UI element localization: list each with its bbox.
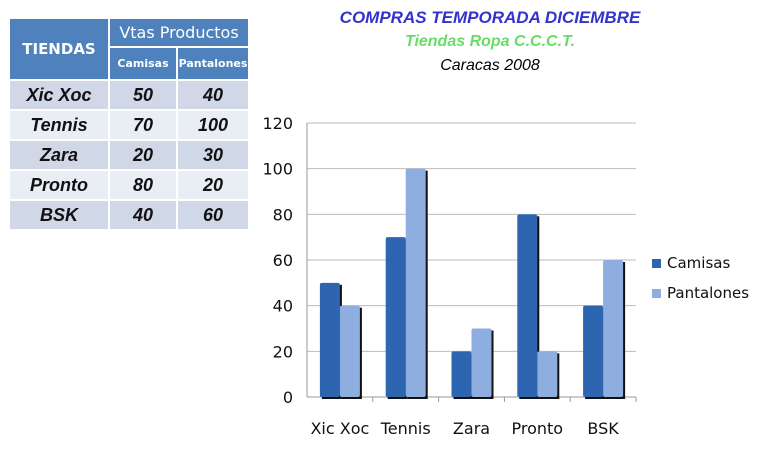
table-row: Xic Xoc 50 40 bbox=[10, 81, 248, 109]
header-tiendas: TIENDAS bbox=[10, 19, 108, 79]
pantalones-cell: 60 bbox=[178, 201, 248, 229]
legend-item-pantalones: Pantalones bbox=[652, 284, 749, 302]
legend-label: Pantalones bbox=[667, 284, 750, 302]
bar-camisas bbox=[451, 351, 472, 397]
table-row: BSK 40 60 bbox=[10, 201, 248, 229]
y-tick-label: 80 bbox=[273, 205, 293, 224]
bar-camisas bbox=[583, 305, 604, 397]
chart-title: COMPRAS TEMPORADA DICIEMBRE bbox=[339, 8, 641, 27]
chart-subtitle-2: Caracas 2008 bbox=[440, 57, 540, 74]
store-cell: Pronto bbox=[10, 171, 108, 199]
legend-swatch bbox=[652, 259, 661, 268]
camisas-cell: 50 bbox=[110, 81, 176, 109]
y-tick-label: 20 bbox=[273, 342, 293, 361]
pantalones-cell: 20 bbox=[178, 171, 248, 199]
store-cell: BSK bbox=[10, 201, 108, 229]
x-tick-label: Tennis bbox=[380, 419, 431, 438]
camisas-cell: 70 bbox=[110, 111, 176, 139]
y-tick-label: 40 bbox=[273, 297, 293, 316]
store-cell: Tennis bbox=[10, 111, 108, 139]
pantalones-cell: 30 bbox=[178, 141, 248, 169]
table-row: Zara 20 30 bbox=[10, 141, 248, 169]
table-row: Tennis 70 100 bbox=[10, 111, 248, 139]
header-camisas: Camisas bbox=[110, 48, 176, 79]
legend-item-camisas: Camisas bbox=[652, 254, 730, 272]
chart-subtitle: Tiendas Ropa C.C.C.T. bbox=[404, 33, 576, 50]
sales-table: TIENDAS Vtas Productos Camisas Pantalone… bbox=[8, 17, 250, 231]
camisas-cell: 40 bbox=[110, 201, 176, 229]
store-cell: Xic Xoc bbox=[10, 81, 108, 109]
legend-label: Camisas bbox=[667, 254, 731, 272]
camisas-cell: 20 bbox=[110, 141, 176, 169]
x-tick-label: BSK bbox=[587, 419, 619, 438]
y-tick-label: 120 bbox=[262, 114, 293, 133]
bar-pantalones bbox=[471, 328, 492, 397]
bar-pantalones bbox=[537, 351, 558, 397]
header-pantalones: Pantalones bbox=[178, 48, 248, 79]
y-tick-label: 60 bbox=[273, 251, 293, 270]
header-vtas-productos: Vtas Productos bbox=[110, 19, 248, 46]
bar-pantalones bbox=[603, 260, 624, 397]
legend-swatch bbox=[652, 289, 661, 298]
bar-pantalones bbox=[339, 305, 360, 397]
bar-camisas bbox=[517, 214, 538, 397]
y-tick-label: 0 bbox=[283, 388, 293, 407]
pantalones-cell: 100 bbox=[178, 111, 248, 139]
y-tick-label: 100 bbox=[262, 160, 293, 179]
bar-camisas bbox=[385, 237, 406, 397]
bar-pantalones bbox=[405, 168, 426, 397]
pantalones-cell: 40 bbox=[178, 81, 248, 109]
x-tick-label: Xic Xoc bbox=[310, 419, 369, 438]
table-row: Pronto 80 20 bbox=[10, 171, 248, 199]
store-cell: Zara bbox=[10, 141, 108, 169]
x-tick-label: Pronto bbox=[512, 419, 564, 438]
camisas-cell: 80 bbox=[110, 171, 176, 199]
x-tick-label: Zara bbox=[453, 419, 490, 438]
bar-camisas bbox=[319, 282, 340, 397]
